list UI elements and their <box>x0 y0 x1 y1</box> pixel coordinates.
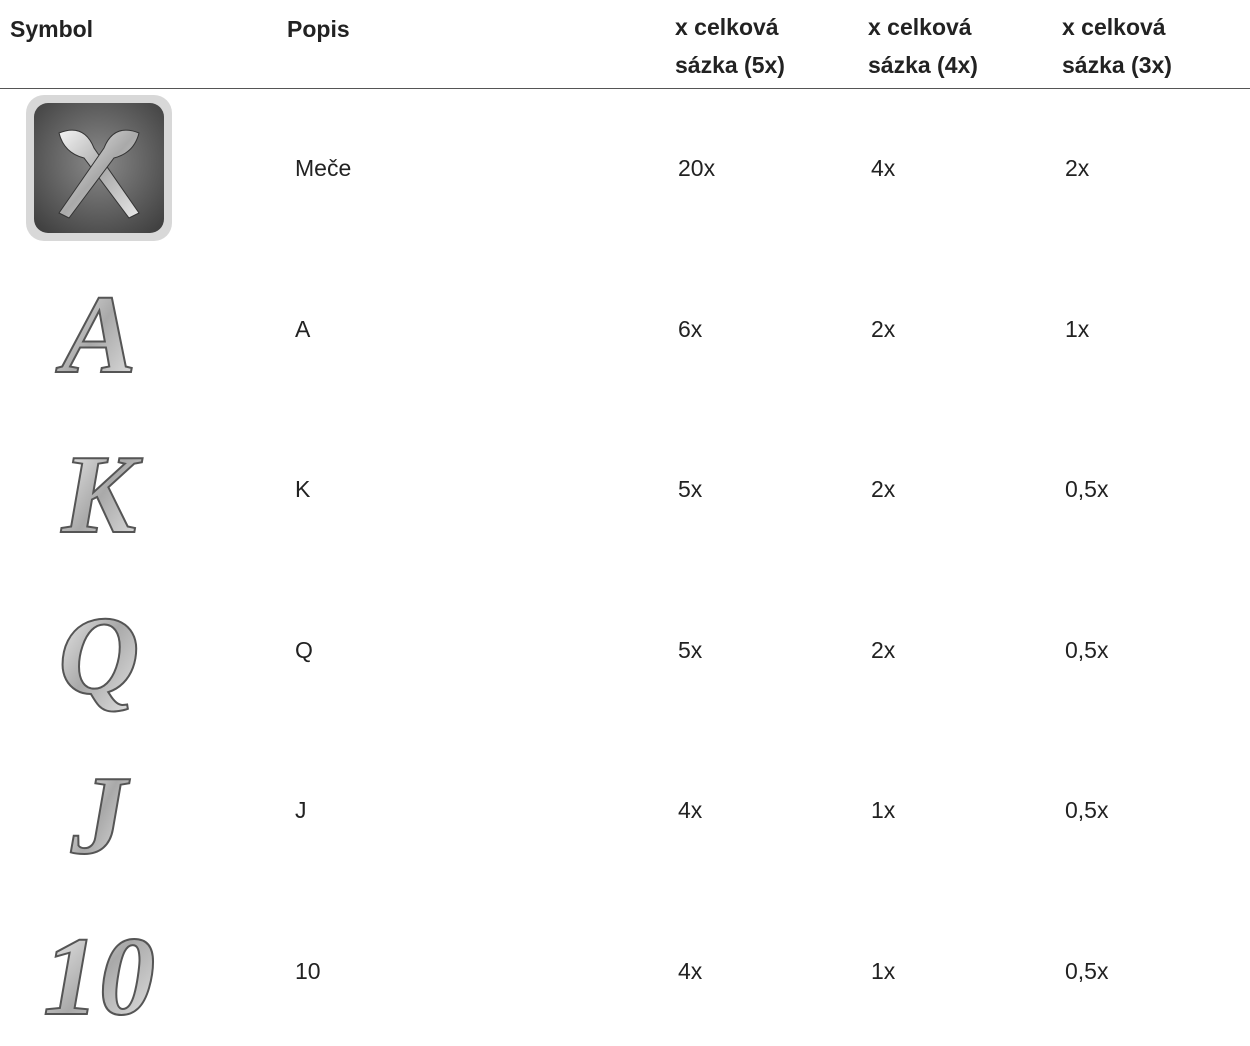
payout: 2x <box>871 315 896 342</box>
symbol-glyph: K <box>61 433 143 557</box>
column-header: x celková sázka (3x) <box>1062 14 1172 78</box>
payout: 5x <box>678 476 703 502</box>
payout: 0,5x <box>1065 476 1109 502</box>
symbol-icon: A <box>55 272 138 398</box>
symbol-icon: K <box>60 432 144 558</box>
description: J <box>295 797 307 823</box>
column-header: x celková sázka (4x) <box>868 14 978 78</box>
payout: 2x <box>871 476 896 502</box>
symbol-icon: Q <box>58 593 141 719</box>
symbol-glyph: A <box>56 273 137 397</box>
description: K <box>295 476 311 502</box>
payout: 2x <box>871 636 896 663</box>
header-rule <box>0 88 1250 89</box>
page: (() => { const data = JSON.parse(documen… <box>0 14 1250 1040</box>
payout: 4x <box>678 957 703 984</box>
symbol-glyph: 10 <box>43 915 155 1039</box>
description: Meče <box>295 155 352 181</box>
payout: 0,5x <box>1065 957 1109 984</box>
payout: 20x <box>678 155 716 181</box>
column-header: Symbol <box>10 16 94 42</box>
symbol-icon: J <box>69 753 131 879</box>
payout: 4x <box>871 155 896 181</box>
symbol-glyph: Q <box>59 594 140 718</box>
description: A <box>295 315 311 342</box>
payout: 6x <box>678 315 703 342</box>
description: Q <box>295 636 313 663</box>
symbol-glyph: J <box>70 754 130 878</box>
symbol-icon: 10 <box>42 914 156 1040</box>
sword <box>58 129 140 219</box>
payout: 1x <box>1065 315 1090 342</box>
payout: 4x <box>678 797 703 823</box>
payout: 1x <box>871 797 896 823</box>
description: 10 <box>295 957 321 984</box>
column-header: Popis <box>287 16 350 42</box>
column-header: x celková sázka (5x) <box>675 14 785 78</box>
payout: 1x <box>871 957 896 984</box>
payout: 0,5x <box>1065 636 1109 663</box>
symbol-icon <box>26 95 172 241</box>
payout: 2x <box>1065 155 1090 181</box>
payout: 0,5x <box>1065 797 1109 823</box>
payout: 5x <box>678 636 703 663</box>
